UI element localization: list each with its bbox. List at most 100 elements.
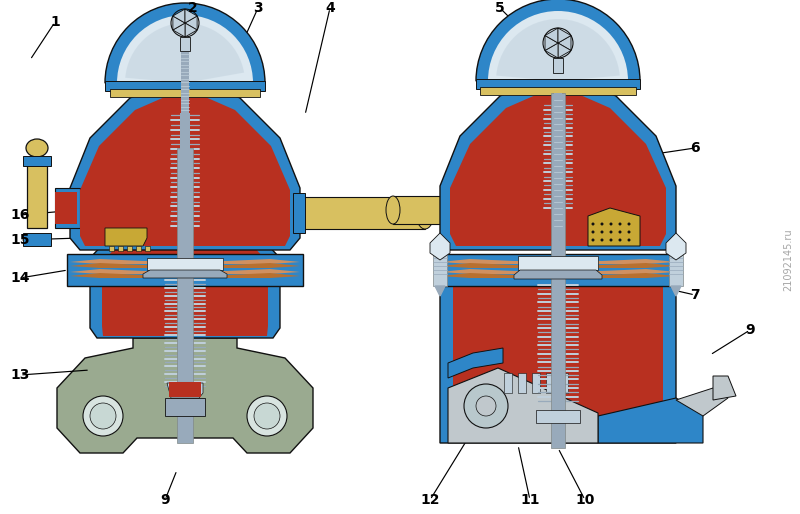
Wedge shape <box>496 19 620 81</box>
Polygon shape <box>545 43 558 58</box>
Text: 16: 16 <box>10 208 30 222</box>
Polygon shape <box>143 270 227 278</box>
Wedge shape <box>488 11 628 81</box>
Polygon shape <box>448 348 503 378</box>
Circle shape <box>247 396 287 436</box>
Polygon shape <box>27 158 47 228</box>
Polygon shape <box>546 373 554 393</box>
Polygon shape <box>185 16 197 30</box>
Polygon shape <box>110 89 260 97</box>
Polygon shape <box>147 258 223 270</box>
Polygon shape <box>450 94 666 246</box>
Polygon shape <box>80 96 290 246</box>
Polygon shape <box>440 259 676 264</box>
Polygon shape <box>440 263 676 268</box>
Circle shape <box>83 396 123 436</box>
Polygon shape <box>105 228 147 246</box>
Circle shape <box>618 223 622 226</box>
Text: 12: 12 <box>420 493 440 507</box>
Circle shape <box>610 223 613 226</box>
Polygon shape <box>180 113 190 250</box>
Polygon shape <box>185 23 197 37</box>
Ellipse shape <box>26 139 48 157</box>
Polygon shape <box>23 156 51 166</box>
Circle shape <box>601 223 603 226</box>
Polygon shape <box>518 256 598 270</box>
Polygon shape <box>560 373 568 393</box>
Polygon shape <box>102 241 268 336</box>
Polygon shape <box>70 269 300 274</box>
Text: 10: 10 <box>575 493 594 507</box>
Polygon shape <box>430 233 450 260</box>
Polygon shape <box>554 93 562 228</box>
Polygon shape <box>165 398 205 416</box>
Polygon shape <box>669 243 683 286</box>
Polygon shape <box>55 192 77 224</box>
Circle shape <box>618 238 622 242</box>
Circle shape <box>476 396 496 416</box>
Polygon shape <box>167 383 203 398</box>
Circle shape <box>90 403 116 429</box>
Polygon shape <box>70 263 300 268</box>
Ellipse shape <box>416 197 434 229</box>
Text: 7: 7 <box>690 288 700 302</box>
Polygon shape <box>127 246 132 251</box>
Wedge shape <box>105 3 265 83</box>
Circle shape <box>627 230 630 233</box>
Text: 15: 15 <box>10 233 30 247</box>
Polygon shape <box>433 243 447 286</box>
Polygon shape <box>666 233 686 260</box>
Polygon shape <box>553 212 563 226</box>
Polygon shape <box>545 35 558 50</box>
Polygon shape <box>177 148 193 443</box>
Circle shape <box>618 230 622 233</box>
Polygon shape <box>297 197 425 229</box>
Polygon shape <box>551 93 565 448</box>
Wedge shape <box>117 15 253 83</box>
Polygon shape <box>438 254 678 286</box>
Text: 13: 13 <box>10 368 30 382</box>
Polygon shape <box>145 246 150 251</box>
Polygon shape <box>180 37 190 51</box>
Polygon shape <box>480 87 636 95</box>
Text: 3: 3 <box>253 1 263 15</box>
Polygon shape <box>532 373 540 393</box>
Polygon shape <box>109 246 114 251</box>
Text: 4: 4 <box>325 1 335 15</box>
Polygon shape <box>136 246 141 251</box>
Polygon shape <box>518 373 526 393</box>
Polygon shape <box>181 213 189 226</box>
Circle shape <box>610 238 613 242</box>
Wedge shape <box>126 23 244 83</box>
Polygon shape <box>173 16 185 30</box>
Wedge shape <box>476 0 640 81</box>
Polygon shape <box>70 273 300 278</box>
Polygon shape <box>545 28 558 43</box>
Polygon shape <box>55 188 80 228</box>
Text: 14: 14 <box>10 271 30 285</box>
Polygon shape <box>448 368 598 443</box>
Circle shape <box>610 230 613 233</box>
Circle shape <box>627 223 630 226</box>
Polygon shape <box>558 43 571 58</box>
Circle shape <box>591 230 594 233</box>
Polygon shape <box>558 28 571 43</box>
Circle shape <box>254 403 280 429</box>
Polygon shape <box>476 79 640 89</box>
Polygon shape <box>598 398 703 443</box>
Polygon shape <box>23 233 51 246</box>
Circle shape <box>591 223 594 226</box>
Polygon shape <box>173 9 185 23</box>
Text: 6: 6 <box>690 141 700 155</box>
Ellipse shape <box>386 196 400 224</box>
Polygon shape <box>118 246 123 251</box>
Polygon shape <box>713 376 736 400</box>
Circle shape <box>601 230 603 233</box>
Text: 9: 9 <box>745 323 755 337</box>
Polygon shape <box>57 338 313 453</box>
Circle shape <box>464 384 508 428</box>
Circle shape <box>627 238 630 242</box>
Polygon shape <box>440 278 676 443</box>
Text: 1: 1 <box>50 15 60 29</box>
Polygon shape <box>676 388 728 416</box>
